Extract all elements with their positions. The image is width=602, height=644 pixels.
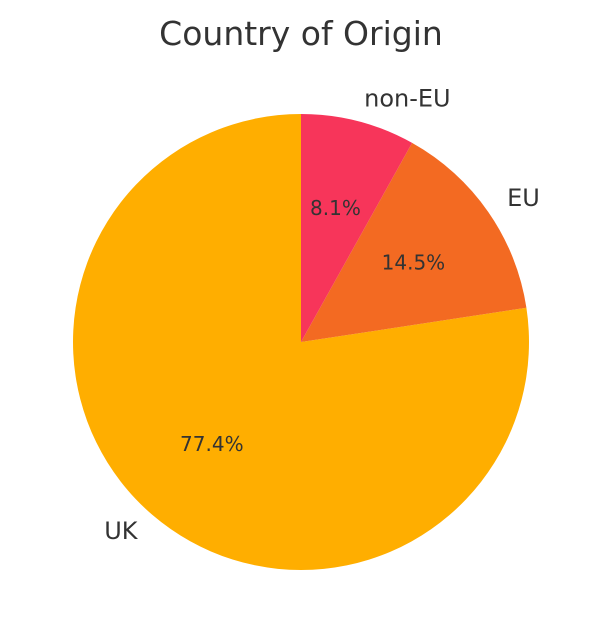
slice-percent-label: 14.5% [382,251,446,275]
pie-slice-eu [301,142,527,342]
chart-title: Country of Origin [159,14,443,53]
slice-label: non-EU [364,84,451,112]
pie-slices [73,114,529,570]
pie-labels: UK 77.4% EU 14.5% non-EU 8.1% [104,84,540,545]
slice-percent-label: 8.1% [310,196,361,220]
slice-label: UK [104,517,139,545]
slice-percent-label: 77.4% [180,432,244,456]
slice-label: EU [507,184,540,212]
pie-slice-non-eu [301,114,413,342]
